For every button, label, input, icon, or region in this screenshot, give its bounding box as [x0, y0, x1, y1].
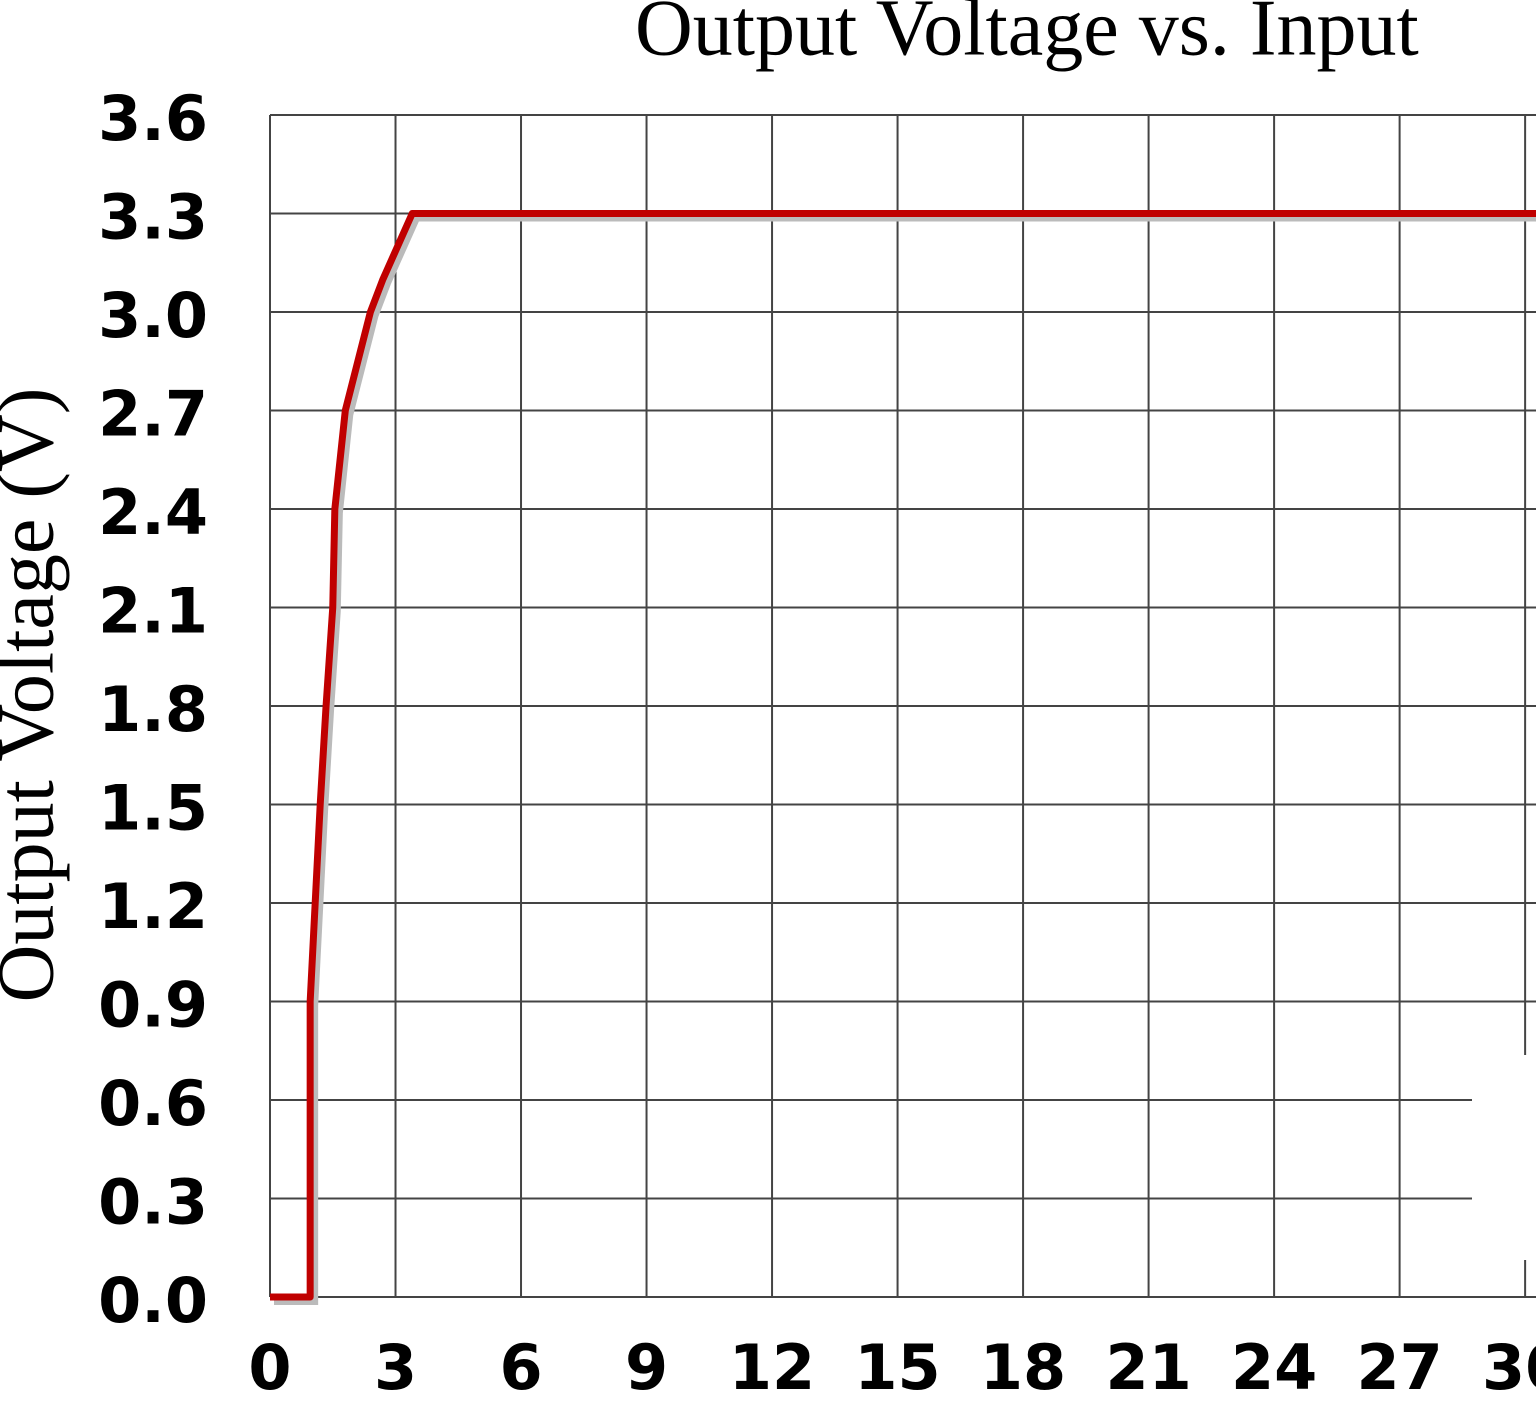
x-tick-label: 12	[729, 1331, 815, 1404]
line-shadow	[274, 213, 1536, 1305]
y-tick-label: 2.4	[98, 476, 208, 549]
x-tick-label: 27	[1356, 1331, 1442, 1404]
y-tick-label: 0.3	[98, 1166, 208, 1239]
x-tick-label: 15	[854, 1331, 940, 1404]
x-tick-label: 24	[1231, 1331, 1317, 1404]
legend-box	[1472, 1055, 1536, 1260]
y-tick-label: 3.6	[98, 82, 208, 155]
y-tick-label: 3.0	[98, 279, 208, 352]
grid	[269, 114, 1536, 1298]
y-tick-label: 1.5	[98, 772, 208, 845]
x-tick-label: 21	[1105, 1331, 1191, 1404]
marks	[270, 210, 1536, 1305]
x-tick-label: 18	[980, 1331, 1066, 1404]
y-tick-label: 3.3	[98, 181, 208, 254]
y-axis-title: Output Voltage (V)	[0, 388, 70, 1003]
x-tick-label: 3	[374, 1331, 417, 1404]
x-tick-label: 9	[625, 1331, 668, 1404]
data-line	[270, 210, 1536, 1301]
y-tick-label: 1.2	[98, 870, 208, 943]
chart-title: Output Voltage vs. Input	[635, 0, 1419, 72]
y-tick-label: 2.7	[98, 378, 208, 451]
x-tick-label: 0	[248, 1331, 291, 1404]
y-tick-label: 0.6	[98, 1067, 208, 1140]
x-tick-label: 30	[1482, 1331, 1536, 1404]
y-tick-label: 0.9	[98, 969, 208, 1042]
y-tick-label: 1.8	[98, 673, 208, 746]
x-tick-label: 6	[499, 1331, 542, 1404]
y-tick-label: 0.0	[98, 1264, 208, 1337]
y-tick-label: 2.1	[98, 575, 208, 648]
